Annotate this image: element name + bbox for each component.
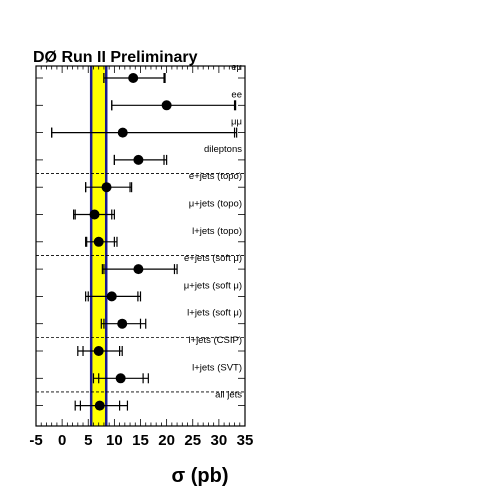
row-label: μμ [231,117,242,128]
measurement-point [101,182,112,193]
row-label: l+jets (CSIP) [188,335,242,346]
x-tick-label: 20 [158,432,175,449]
x-tick-label: 10 [106,432,123,449]
measurement-point [94,400,105,411]
row-label: l+jets (soft μ) [187,308,242,319]
x-tick-labels: -5 0 5 10 15 20 25 30 35 [29,432,253,449]
x-tick-label: -5 [29,432,42,449]
axis-ticks [35,66,246,426]
measurement-point [89,209,100,220]
x-tick-label: 25 [184,432,201,449]
x-axis-label: σ (pb) [172,465,229,487]
measurement-point [115,373,126,384]
row-label: ee [231,89,242,100]
row-label: l+jets (topo) [192,226,242,237]
measurement-point [93,236,104,247]
band-left-edge-line [89,66,93,426]
x-tick-label: 30 [211,432,228,449]
x-tick-label: 0 [58,432,66,449]
row-label: all jets [215,390,242,401]
row-label: eμ [231,62,242,73]
row-label: e+jets (topo) [189,171,242,182]
measurement-point [106,291,117,302]
band-right-edge-line [104,66,108,426]
x-tick-label: 35 [237,432,254,449]
measurement-point [117,127,128,138]
measurement-point [133,154,144,165]
measurement-point [161,100,172,111]
measurement-point [93,346,104,356]
row-label: dileptons [204,144,242,155]
row-labels: eμ ee μμ dileptons e+jets (topo) μ+jets (topo… [184,62,242,401]
measurement-point [117,318,128,329]
row-label: l+jets (SVT) [192,362,242,373]
measurement-point [128,73,139,83]
x-tick-label: 5 [84,432,92,449]
chart-title: DØ Run II Preliminary [33,49,198,66]
row-label: μ+jets (soft μ) [184,280,242,291]
measurement-point [133,264,144,275]
row-label: μ+jets (topo) [189,199,242,210]
row-label: e+jets (soft μ) [184,253,242,264]
measurement-points [89,73,172,411]
error-bars [51,73,238,411]
x-tick-label: 15 [132,432,149,449]
